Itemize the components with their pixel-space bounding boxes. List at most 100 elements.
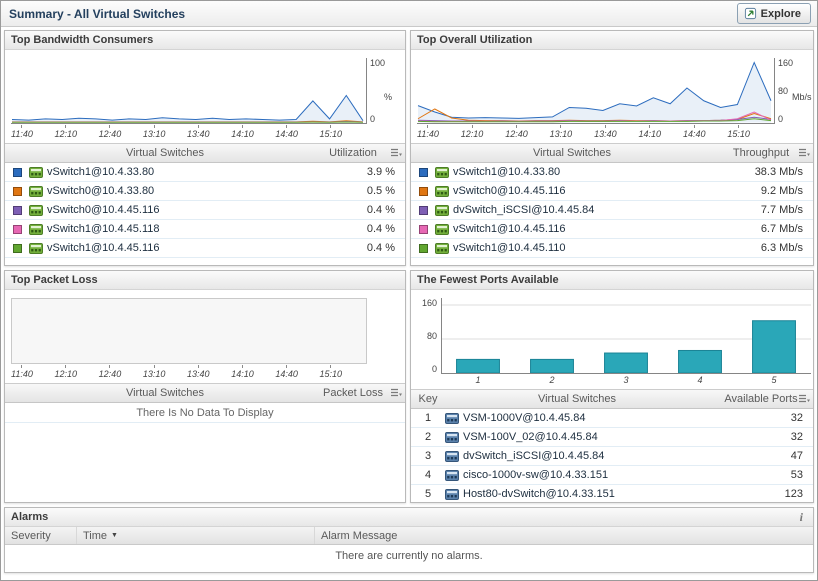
- table-row[interactable]: vSwitch0@10.4.33.80 0.5 %: [5, 182, 405, 201]
- bandwidth-line-chart: [11, 58, 367, 124]
- panel-title: Top Packet Loss: [5, 271, 405, 290]
- bandwidth-y-axis: 100 0 %: [370, 58, 393, 124]
- throughput-value: 6.7 Mb/s: [760, 223, 803, 235]
- key-value: 1: [424, 412, 432, 424]
- utilization-x-axis: 11:40 12:10 12:40 13:10 13:40 14:10 14:4…: [417, 125, 750, 139]
- vswitch-name[interactable]: dvSwitch_iSCSI@10.4.45.84: [463, 450, 605, 462]
- packetloss-table-header: Virtual Switches Packet Loss: [5, 384, 405, 403]
- vswitch-name[interactable]: dvSwitch_iSCSI@10.4.45.84: [453, 204, 595, 216]
- explore-button[interactable]: Explore: [736, 3, 811, 24]
- throughput-value: 38.3 Mb/s: [754, 166, 803, 178]
- series-color-swatch: [12, 224, 22, 234]
- series-color-swatch: [12, 186, 22, 196]
- alarms-table-header: Severity Time ▼ Alarm Message: [5, 527, 813, 545]
- panel-title-text: The Fewest Ports Available: [417, 274, 559, 286]
- panel-top-bandwidth-consumers: Top Bandwidth Consumers 11:40 12:10 12:4…: [4, 30, 406, 266]
- vswitch-name[interactable]: vSwitch0@10.4.45.116: [453, 185, 566, 197]
- utilization-y-axis: 160 80 0 Mb/s: [778, 58, 812, 124]
- switch-icon: [445, 488, 459, 500]
- col-available-ports: Available Ports: [724, 393, 798, 405]
- table-row[interactable]: 1 VSM-1000V@10.4.45.84 32: [411, 409, 813, 428]
- table-row[interactable]: vSwitch0@10.4.45.116 9.2 Mb/s: [411, 182, 813, 201]
- bandwidth-x-axis: 11:40 12:10 12:40 13:10 13:40 14:10 14:4…: [11, 125, 342, 139]
- table-row[interactable]: vSwitch1@10.4.45.110 6.3 Mb/s: [411, 239, 813, 258]
- vswitch-name[interactable]: vSwitch0@10.4.33.80: [47, 185, 155, 197]
- vswitch-icon: [435, 185, 449, 197]
- table-row[interactable]: vSwitch1@10.4.45.116 0.4 %: [5, 239, 405, 258]
- vswitch-icon: [29, 223, 43, 235]
- col-utilization: Utilization: [329, 147, 377, 159]
- available-ports-value: 32: [790, 431, 803, 443]
- vswitch-icon: [29, 204, 43, 216]
- col-severity[interactable]: Severity: [5, 527, 77, 544]
- switch-icon: [445, 469, 459, 481]
- vswitch-icon: [29, 242, 43, 254]
- vswitch-name[interactable]: vSwitch1@10.4.45.116: [453, 223, 566, 235]
- col-virtual-switches: Virtual Switches: [125, 387, 205, 399]
- page-title: Summary - All Virtual Switches: [9, 6, 186, 21]
- vswitch-name[interactable]: vSwitch0@10.4.45.116: [47, 204, 160, 216]
- vswitch-name[interactable]: Host80-dvSwitch@10.4.33.151: [463, 488, 615, 500]
- col-virtual-switches: Virtual Switches: [537, 393, 617, 405]
- panel-title: Top Overall Utilization: [411, 31, 813, 50]
- table-row[interactable]: 2 VSM-100V_02@10.4.45.84 32: [411, 428, 813, 447]
- key-value: 4: [424, 469, 432, 481]
- vswitch-name[interactable]: vSwitch1@10.4.45.116: [47, 242, 160, 254]
- col-virtual-switches: Virtual Switches: [125, 147, 205, 159]
- vswitch-name[interactable]: VSM-100V_02@10.4.45.84: [463, 431, 598, 443]
- dashboard-header: Summary - All Virtual Switches Explore: [1, 1, 817, 27]
- table-options-icon[interactable]: [798, 394, 810, 404]
- ports-y-axis: 160 80 0: [421, 298, 437, 374]
- available-ports-value: 47: [790, 450, 803, 462]
- table-options-icon[interactable]: [390, 388, 402, 398]
- packetloss-y-axis: [367, 298, 403, 379]
- explore-icon: [744, 7, 757, 20]
- table-options-icon[interactable]: [798, 148, 810, 158]
- info-icon[interactable]: i: [799, 510, 803, 524]
- table-row[interactable]: vSwitch1@10.4.33.80 38.3 Mb/s: [411, 163, 813, 182]
- table-row[interactable]: vSwitch1@10.4.33.80 3.9 %: [5, 163, 405, 182]
- vswitch-icon: [29, 166, 43, 178]
- series-color-swatch: [418, 186, 428, 196]
- bandwidth-table: Virtual Switches Utilization vSwitch1@10…: [5, 143, 405, 258]
- key-value: 3: [424, 450, 432, 462]
- panel-fewest-ports-available: The Fewest Ports Available 160 80 0 1 2 …: [410, 270, 814, 503]
- switch-icon: [445, 450, 459, 462]
- ports-table: Key Virtual Switches Available Ports 1 V…: [411, 389, 813, 502]
- panel-title-text: Top Packet Loss: [11, 274, 98, 286]
- ports-x-axis: 1 2 3 4 5: [475, 375, 777, 385]
- col-time[interactable]: Time ▼: [77, 527, 315, 544]
- packetloss-empty-chart: [11, 298, 367, 364]
- vswitch-name[interactable]: cisco-1000v-sw@10.4.33.151: [463, 469, 609, 481]
- available-ports-value: 53: [790, 469, 803, 481]
- ports-chart-area: 160 80 0 1 2 3 4 5: [411, 290, 813, 387]
- table-row[interactable]: vSwitch1@10.4.45.116 6.7 Mb/s: [411, 220, 813, 239]
- vswitch-name[interactable]: vSwitch1@10.4.33.80: [453, 166, 561, 178]
- table-options-icon[interactable]: [390, 148, 402, 158]
- vswitch-name[interactable]: vSwitch1@10.4.45.110: [453, 242, 566, 254]
- table-row[interactable]: 4 cisco-1000v-sw@10.4.33.151 53: [411, 466, 813, 485]
- col-alarm-message[interactable]: Alarm Message: [321, 529, 398, 542]
- utilization-value: 0.5 %: [366, 185, 395, 197]
- table-row[interactable]: vSwitch1@10.4.45.118 0.4 %: [5, 220, 405, 239]
- table-row[interactable]: 5 Host80-dvSwitch@10.4.33.151 123: [411, 485, 813, 502]
- vswitch-name[interactable]: VSM-1000V@10.4.45.84: [463, 412, 586, 424]
- bandwidth-chart-area: 11:40 12:10 12:40 13:10 13:40 14:10 14:4…: [5, 50, 405, 141]
- vswitch-name[interactable]: vSwitch1@10.4.33.80: [47, 166, 155, 178]
- col-virtual-switches: Virtual Switches: [532, 147, 612, 159]
- panel-title: Top Bandwidth Consumers: [5, 31, 405, 50]
- table-row[interactable]: 3 dvSwitch_iSCSI@10.4.45.84 47: [411, 447, 813, 466]
- key-value: 2: [424, 431, 432, 443]
- col-key: Key: [418, 393, 438, 405]
- table-row[interactable]: vSwitch0@10.4.45.116 0.4 %: [5, 201, 405, 220]
- sort-desc-icon: ▼: [111, 532, 118, 539]
- bandwidth-table-header: Virtual Switches Utilization: [5, 144, 405, 163]
- vswitch-icon: [435, 204, 449, 216]
- switch-icon: [445, 412, 459, 424]
- utilization-table: Virtual Switches Throughput vSwitch1@10.…: [411, 143, 813, 258]
- utilization-line-chart: [417, 58, 775, 124]
- table-row[interactable]: dvSwitch_iSCSI@10.4.45.84 7.7 Mb/s: [411, 201, 813, 220]
- series-color-swatch: [418, 205, 428, 215]
- vswitch-name[interactable]: vSwitch1@10.4.45.118: [47, 223, 160, 235]
- available-ports-value: 123: [784, 488, 803, 500]
